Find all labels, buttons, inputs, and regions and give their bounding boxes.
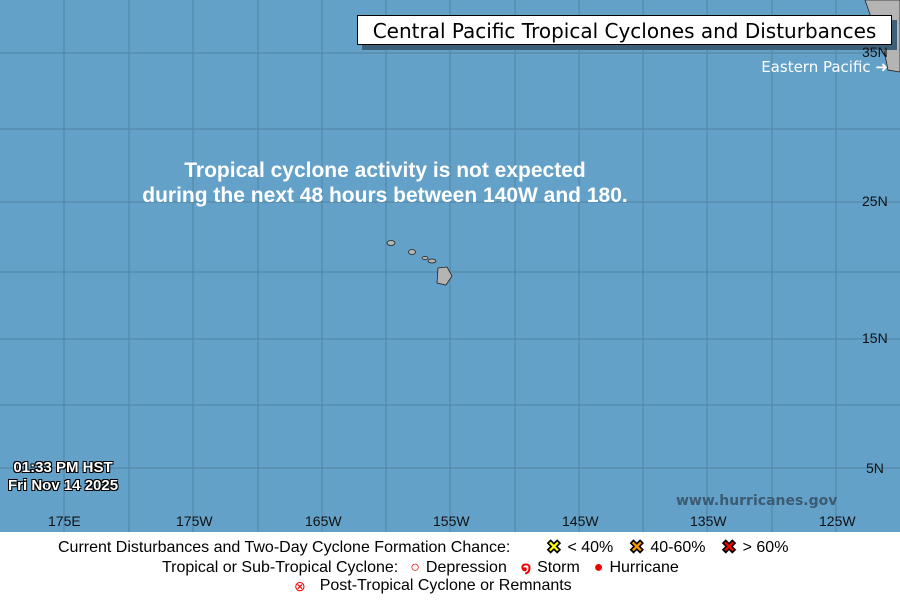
date: Fri Nov 14 2025 xyxy=(8,477,119,494)
map: Central Pacific Tropical Cyclones and Di… xyxy=(0,0,900,532)
post-tropical-label: Post-Tropical Cyclone or Remnants xyxy=(319,577,572,594)
outlook-message: Tropical cyclone activity is not expecte… xyxy=(100,158,670,208)
low-chance-label: < 40% xyxy=(567,538,614,556)
lon-label: 165W xyxy=(305,513,342,529)
lon-label: 145W xyxy=(562,513,599,529)
hawaiian-islands xyxy=(386,240,453,286)
website-label[interactable]: www.hurricanes.gov xyxy=(676,493,838,509)
graticule xyxy=(0,0,900,532)
lat-label: 15N xyxy=(862,330,888,346)
high-chance-x-icon: ✖ xyxy=(721,537,737,558)
medium-chance-x-icon: ✖ xyxy=(629,537,645,558)
message-line-2: during the next 48 hours between 140W an… xyxy=(142,184,628,207)
message-line-1: Tropical cyclone activity is not expecte… xyxy=(184,159,586,182)
disturbances-label: Current Disturbances and Two-Day Cyclone… xyxy=(58,538,511,556)
low-chance-x-icon: ✖ xyxy=(546,537,562,558)
timestamp: 01:33 PM HST Fri Nov 14 2025 xyxy=(8,459,118,495)
lon-label: 135W xyxy=(690,513,727,529)
lon-label: 155W xyxy=(433,513,470,529)
time: 01:33 PM HST xyxy=(13,459,113,476)
lon-label: 125W xyxy=(819,513,856,529)
lat-label: 35N xyxy=(862,44,888,60)
medium-chance-label: 40-60% xyxy=(650,538,706,556)
lon-label: 175W xyxy=(176,513,213,529)
high-chance-label: > 60% xyxy=(742,538,789,556)
lat-label: 5N xyxy=(866,460,884,476)
lon-label: 175E xyxy=(48,513,81,529)
cyclone-label: Tropical or Sub-Tropical Cyclone: xyxy=(162,559,399,576)
hurricane-icon: ● xyxy=(593,559,604,576)
depression-label: Depression xyxy=(425,559,507,576)
eastern-pacific-link[interactable]: Eastern Pacific ➜ xyxy=(761,58,888,76)
lat-label: 25N xyxy=(862,193,888,209)
depression-icon: ○ xyxy=(410,559,420,576)
post-tropical-icon: ⊗ xyxy=(294,577,306,594)
storm-label: Storm xyxy=(537,559,580,576)
hurricane-label: Hurricane xyxy=(609,559,679,576)
storm-icon: ໑ xyxy=(520,560,532,577)
map-title: Central Pacific Tropical Cyclones and Di… xyxy=(357,15,892,45)
